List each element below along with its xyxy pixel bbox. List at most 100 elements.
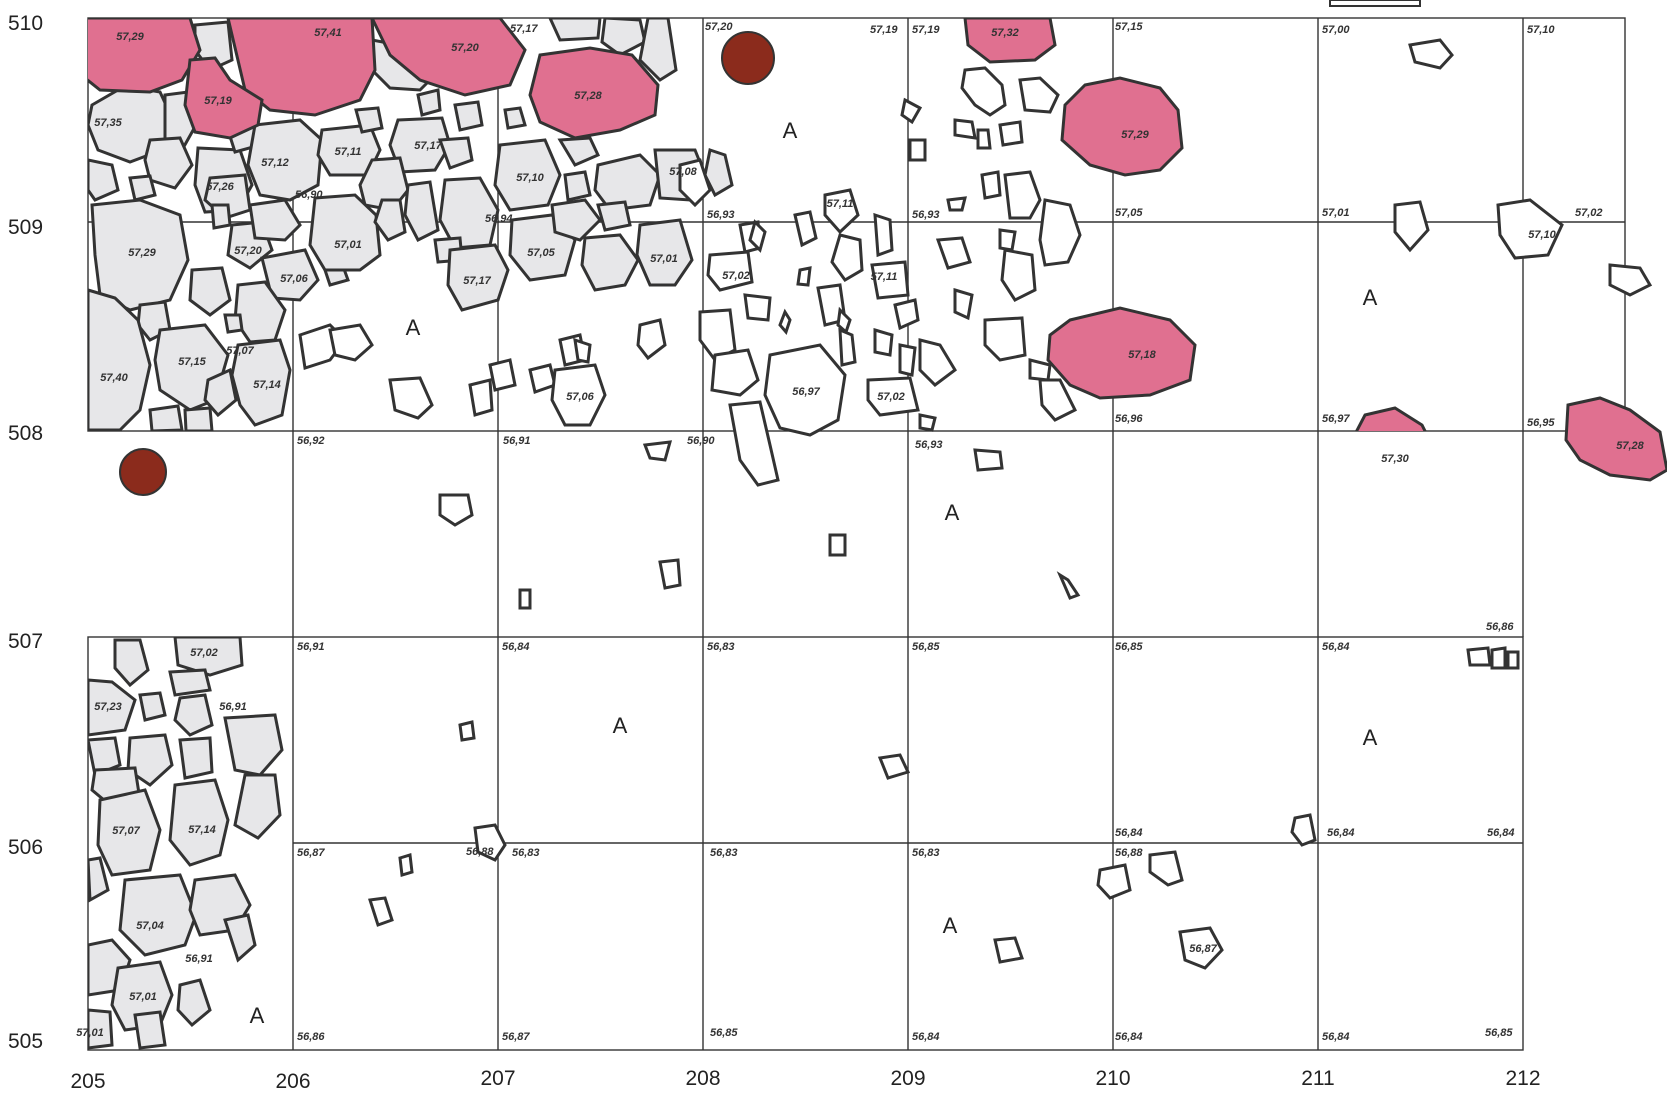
elev: 56,92	[297, 435, 325, 447]
elev: 57,41	[314, 27, 342, 39]
elev: 57,30	[1381, 453, 1409, 465]
stone	[550, 198, 602, 242]
stone	[1490, 646, 1507, 670]
elev: 57,40	[100, 372, 128, 384]
elev: 57,06	[566, 391, 594, 403]
elev: 56,87	[1189, 943, 1217, 955]
stone	[946, 196, 967, 212]
stone	[763, 343, 847, 437]
elev: 57,10	[516, 172, 544, 184]
stone	[388, 376, 434, 420]
y-label-509: 509	[8, 216, 43, 239]
zone-label: A	[945, 500, 960, 525]
elev: 56,97	[1322, 413, 1350, 425]
elev: 57,17	[510, 23, 538, 35]
stone	[223, 913, 257, 963]
stone	[908, 138, 927, 162]
x-label-207: 207	[480, 1067, 515, 1090]
x-label-205: 205	[70, 1070, 105, 1093]
elev: 56,84	[1322, 641, 1350, 653]
zone-label: A	[783, 118, 798, 143]
stone	[88, 158, 120, 202]
stone	[1393, 200, 1430, 253]
elev: 57,23	[94, 701, 122, 713]
stone	[126, 733, 174, 787]
stone	[388, 116, 452, 174]
stone	[778, 308, 792, 335]
stone	[873, 212, 894, 258]
y-label-506: 506	[8, 836, 43, 859]
stone	[493, 138, 562, 212]
elev: 56,88	[1115, 847, 1143, 859]
stone	[1354, 406, 1427, 431]
elev: 56,88	[466, 846, 494, 858]
stone	[488, 358, 517, 392]
stone	[976, 128, 992, 150]
elev: 56,90	[687, 435, 715, 447]
stone	[528, 363, 557, 394]
stone	[823, 188, 860, 235]
stone	[503, 106, 527, 130]
stone	[518, 588, 532, 610]
elev: 57,08	[669, 166, 697, 178]
stone	[398, 853, 414, 877]
stone	[128, 174, 157, 202]
stone	[203, 367, 238, 418]
stone	[173, 637, 244, 677]
x-label-211: 211	[1301, 1067, 1334, 1090]
stone	[223, 713, 284, 777]
grey-stone-cluster-lower	[88, 637, 284, 1050]
elev: 56,93	[915, 439, 943, 451]
elev: 57,20	[234, 245, 262, 257]
stone	[118, 873, 198, 957]
stone	[900, 97, 923, 125]
elev: 57,07	[226, 345, 254, 357]
stone	[918, 413, 937, 432]
elev: 56,85	[1485, 1027, 1513, 1039]
elev: 56,91	[185, 953, 213, 965]
stone	[557, 136, 601, 167]
elev: 57,19	[912, 24, 940, 36]
elev: 57,19	[204, 95, 232, 107]
elev: 56,97	[792, 386, 820, 398]
zone-label: A	[613, 713, 628, 738]
stone	[88, 736, 122, 778]
stone	[993, 936, 1024, 964]
elev: 57,10	[1528, 229, 1556, 241]
stone	[1038, 198, 1082, 267]
elev: 56,93	[912, 209, 940, 221]
zone-label: A	[943, 913, 958, 938]
stone	[743, 293, 772, 322]
elev: 56,84	[502, 641, 530, 653]
elev: 57,01	[334, 239, 362, 251]
y-label-508: 508	[8, 422, 43, 445]
stone	[980, 170, 1002, 200]
elev: 56,87	[297, 847, 325, 859]
elev: 57,01	[129, 991, 157, 1003]
elev: 57,00	[1322, 24, 1350, 36]
stone	[600, 18, 647, 57]
elev: 57,17	[414, 140, 442, 152]
stone	[830, 233, 864, 282]
stone	[963, 18, 1057, 64]
elev: 56,86	[297, 1031, 325, 1043]
stone	[796, 266, 812, 287]
stone	[893, 298, 920, 331]
grid-upper-frame	[87, 17, 1626, 432]
stone	[898, 343, 917, 377]
elev: 56,91	[219, 701, 247, 713]
elev: 56,86	[1486, 621, 1514, 633]
elev: 56,85	[1115, 641, 1143, 653]
elev: 56,95	[1527, 417, 1555, 429]
stone	[143, 136, 194, 190]
stone	[548, 18, 602, 42]
stone	[1003, 170, 1042, 220]
stone	[138, 691, 167, 722]
elev: 57,28	[574, 90, 602, 102]
stone	[1028, 358, 1052, 382]
elev: 56,91	[503, 435, 531, 447]
stone	[877, 753, 911, 780]
stone	[563, 170, 592, 202]
stone	[1056, 571, 1081, 600]
